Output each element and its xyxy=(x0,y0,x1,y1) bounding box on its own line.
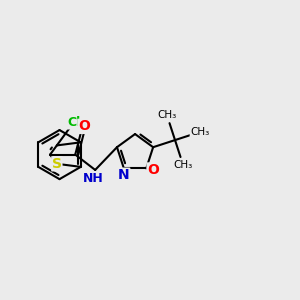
Text: O: O xyxy=(147,163,159,177)
Text: S: S xyxy=(52,157,62,171)
Text: O: O xyxy=(78,119,90,134)
Text: NH: NH xyxy=(83,172,104,185)
Text: CH₃: CH₃ xyxy=(190,127,209,137)
Text: CH₃: CH₃ xyxy=(173,160,193,170)
Text: N: N xyxy=(118,168,130,182)
Text: Cl: Cl xyxy=(67,116,80,129)
Text: CH₃: CH₃ xyxy=(157,110,177,120)
